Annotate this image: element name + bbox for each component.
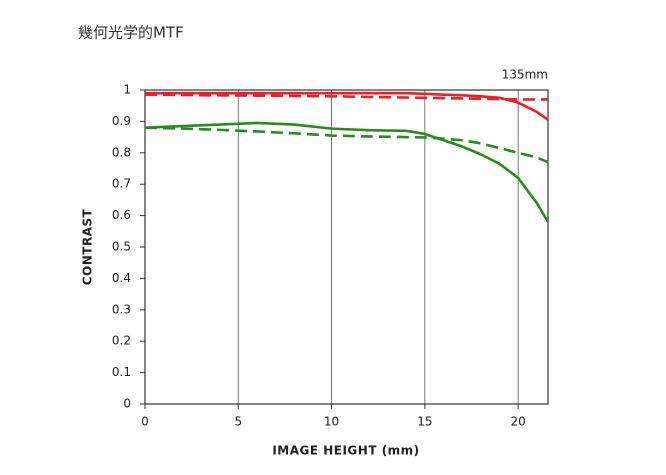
y-tick-label: 0.3	[112, 302, 131, 316]
y-tick-label: 0.7	[112, 177, 131, 191]
y-tick-label: 0.8	[112, 145, 131, 159]
x-tick-label: 5	[234, 415, 242, 429]
y-tick-label: 0.4	[112, 271, 131, 285]
y-tick-label: 0.6	[112, 208, 131, 222]
series-line	[144, 126, 549, 164]
x-axis-label: IMAGE HEIGHT (mm)	[272, 444, 419, 458]
y-tick-label: 0.9	[112, 114, 131, 128]
y-tick-label: 0.1	[112, 365, 131, 379]
chart-title: 幾何光学的MTF	[78, 24, 184, 42]
y-axis-label: CONTRAST	[81, 208, 95, 285]
y-tick-label: 0.2	[112, 334, 131, 348]
y-tick-label: 0	[123, 397, 131, 411]
series-line	[144, 121, 550, 223]
x-tick-label: 10	[324, 415, 339, 429]
y-tick-label: 0.5	[112, 240, 131, 254]
series-line	[144, 93, 548, 101]
x-tick-label: 15	[417, 415, 432, 429]
plot-frame	[144, 89, 549, 405]
y-tick-label: 1	[123, 83, 131, 97]
x-tick-label: 0	[141, 415, 149, 429]
x-tick-label: 20	[511, 415, 526, 429]
annotation: 135mm	[502, 68, 548, 82]
